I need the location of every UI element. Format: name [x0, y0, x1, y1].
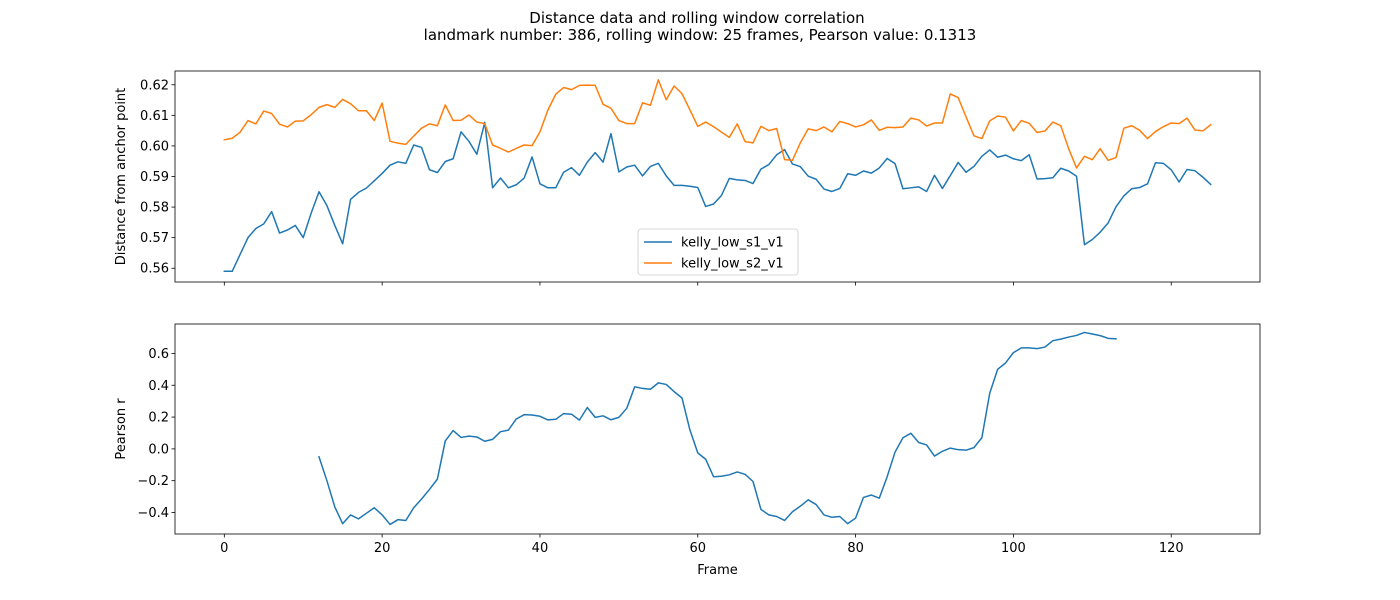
y-tick-label: 0.4 — [148, 379, 169, 394]
x-tick-label: 0 — [220, 541, 228, 556]
legend-label: kelly_low_s1_v1 — [681, 236, 784, 251]
x-tick-label: 40 — [532, 541, 549, 556]
x-tick-label: 80 — [847, 541, 864, 556]
y-tick-label: 0.58 — [140, 201, 169, 216]
x-tick-label: 60 — [689, 541, 706, 556]
axes-frame — [174, 323, 1261, 535]
legend-label: kelly_low_s2_v1 — [681, 257, 784, 272]
y-tick-label: 0.59 — [140, 170, 169, 185]
legend: kelly_low_s1_v1 kelly_low_s2_v1 — [637, 228, 799, 276]
y-tick-label: 0.60 — [140, 139, 169, 154]
y-tick-label: 0.57 — [140, 231, 169, 246]
y-tick-label: 0.62 — [140, 78, 169, 93]
y-tick-label: −0.4 — [137, 506, 169, 521]
y-tick-label: −0.2 — [137, 474, 169, 489]
x-tick-label: 120 — [1159, 541, 1184, 556]
x-axis-label: Frame — [697, 563, 738, 578]
x-tick-label: 20 — [374, 541, 391, 556]
y-tick-label: 0.2 — [148, 411, 169, 426]
figure-subtitle: landmark number: 386, rolling window: 25… — [424, 26, 977, 44]
y-tick-label: 0.6 — [148, 347, 169, 362]
distance-panel: 0.56 0.57 0.58 0.59 0.60 0.61 0.62 Distance fro… — [114, 70, 1261, 286]
y-axis-label: Distance from anchor point — [114, 88, 129, 266]
series-line-kelly_low_s2_v1 — [223, 79, 1212, 169]
y-tick-label: 0.0 — [148, 442, 169, 457]
series-line-panel1-series0 — [318, 331, 1117, 526]
y-tick-label: 0.56 — [140, 262, 169, 277]
legend-box — [637, 228, 799, 276]
figure-title: Distance data and rolling window correla… — [529, 9, 864, 27]
y-axis-label: Pearson r — [114, 398, 129, 460]
series-line-kelly_low_s1_v1 — [223, 121, 1212, 273]
y-tick-label: 0.61 — [140, 109, 169, 124]
pearson-panel: −0.4 −0.2 0.0 0.2 0.4 0.6 0 20 40 60 80 100 120 Pears… — [114, 323, 1261, 578]
x-tick-label: 100 — [1001, 541, 1026, 556]
